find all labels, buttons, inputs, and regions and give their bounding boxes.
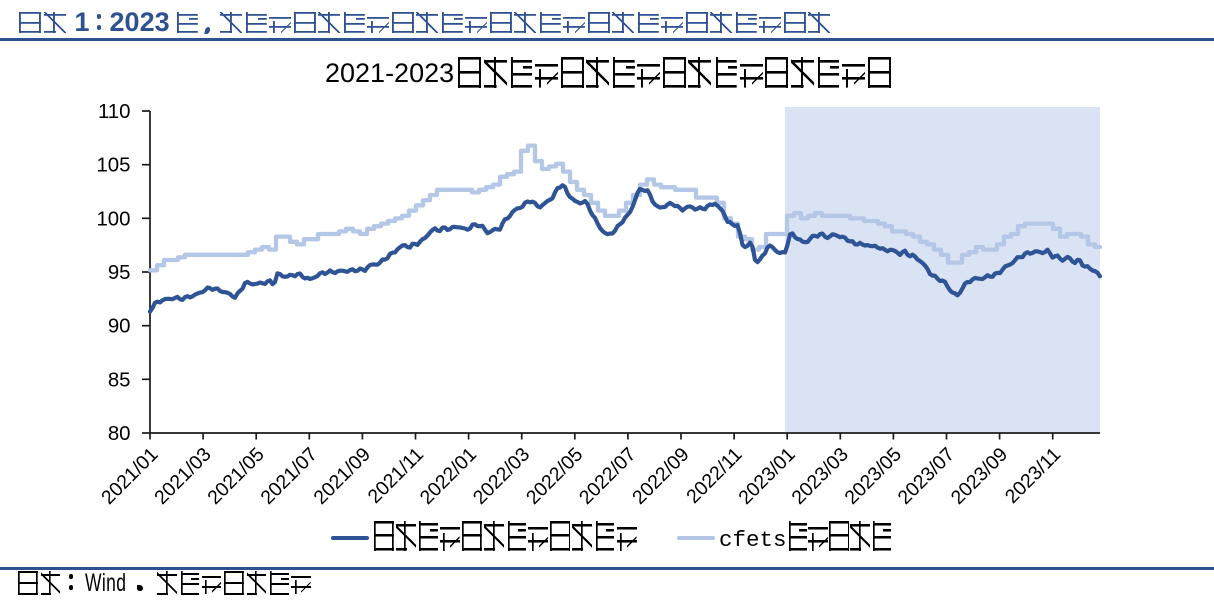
svg-text:2022/03: 2022/03 xyxy=(469,443,534,508)
svg-text:2022/11: 2022/11 xyxy=(682,443,746,507)
svg-text:110: 110 xyxy=(98,101,131,123)
svg-text:105: 105 xyxy=(96,155,130,177)
svg-text:2022/01: 2022/01 xyxy=(416,443,481,508)
svg-text:2023/09: 2023/09 xyxy=(947,443,1012,508)
svg-text:2022/05: 2022/05 xyxy=(522,443,588,509)
svg-text:2021/03: 2021/03 xyxy=(150,443,215,508)
svg-text:2023/03: 2023/03 xyxy=(787,443,852,508)
svg-text:80: 80 xyxy=(108,423,131,445)
svg-text:2021/07: 2021/07 xyxy=(256,443,321,508)
svg-text:2021/09: 2021/09 xyxy=(310,443,375,508)
svg-text:85: 85 xyxy=(108,369,131,391)
svg-text:2021/11: 2021/11 xyxy=(364,443,428,507)
svg-text:2022/07: 2022/07 xyxy=(575,443,640,508)
svg-text:90: 90 xyxy=(108,316,131,338)
svg-text:95: 95 xyxy=(108,262,131,284)
svg-text:2023/07: 2023/07 xyxy=(894,443,959,508)
svg-text:2021/05: 2021/05 xyxy=(203,443,269,509)
svg-text:2023/05: 2023/05 xyxy=(841,443,907,509)
svg-text:2021/01: 2021/01 xyxy=(97,443,162,508)
svg-text:2023/11: 2023/11 xyxy=(1001,443,1065,507)
svg-text:2023/01: 2023/01 xyxy=(734,443,799,508)
svg-text:100: 100 xyxy=(96,208,130,230)
svg-text:2022/09: 2022/09 xyxy=(628,443,693,508)
